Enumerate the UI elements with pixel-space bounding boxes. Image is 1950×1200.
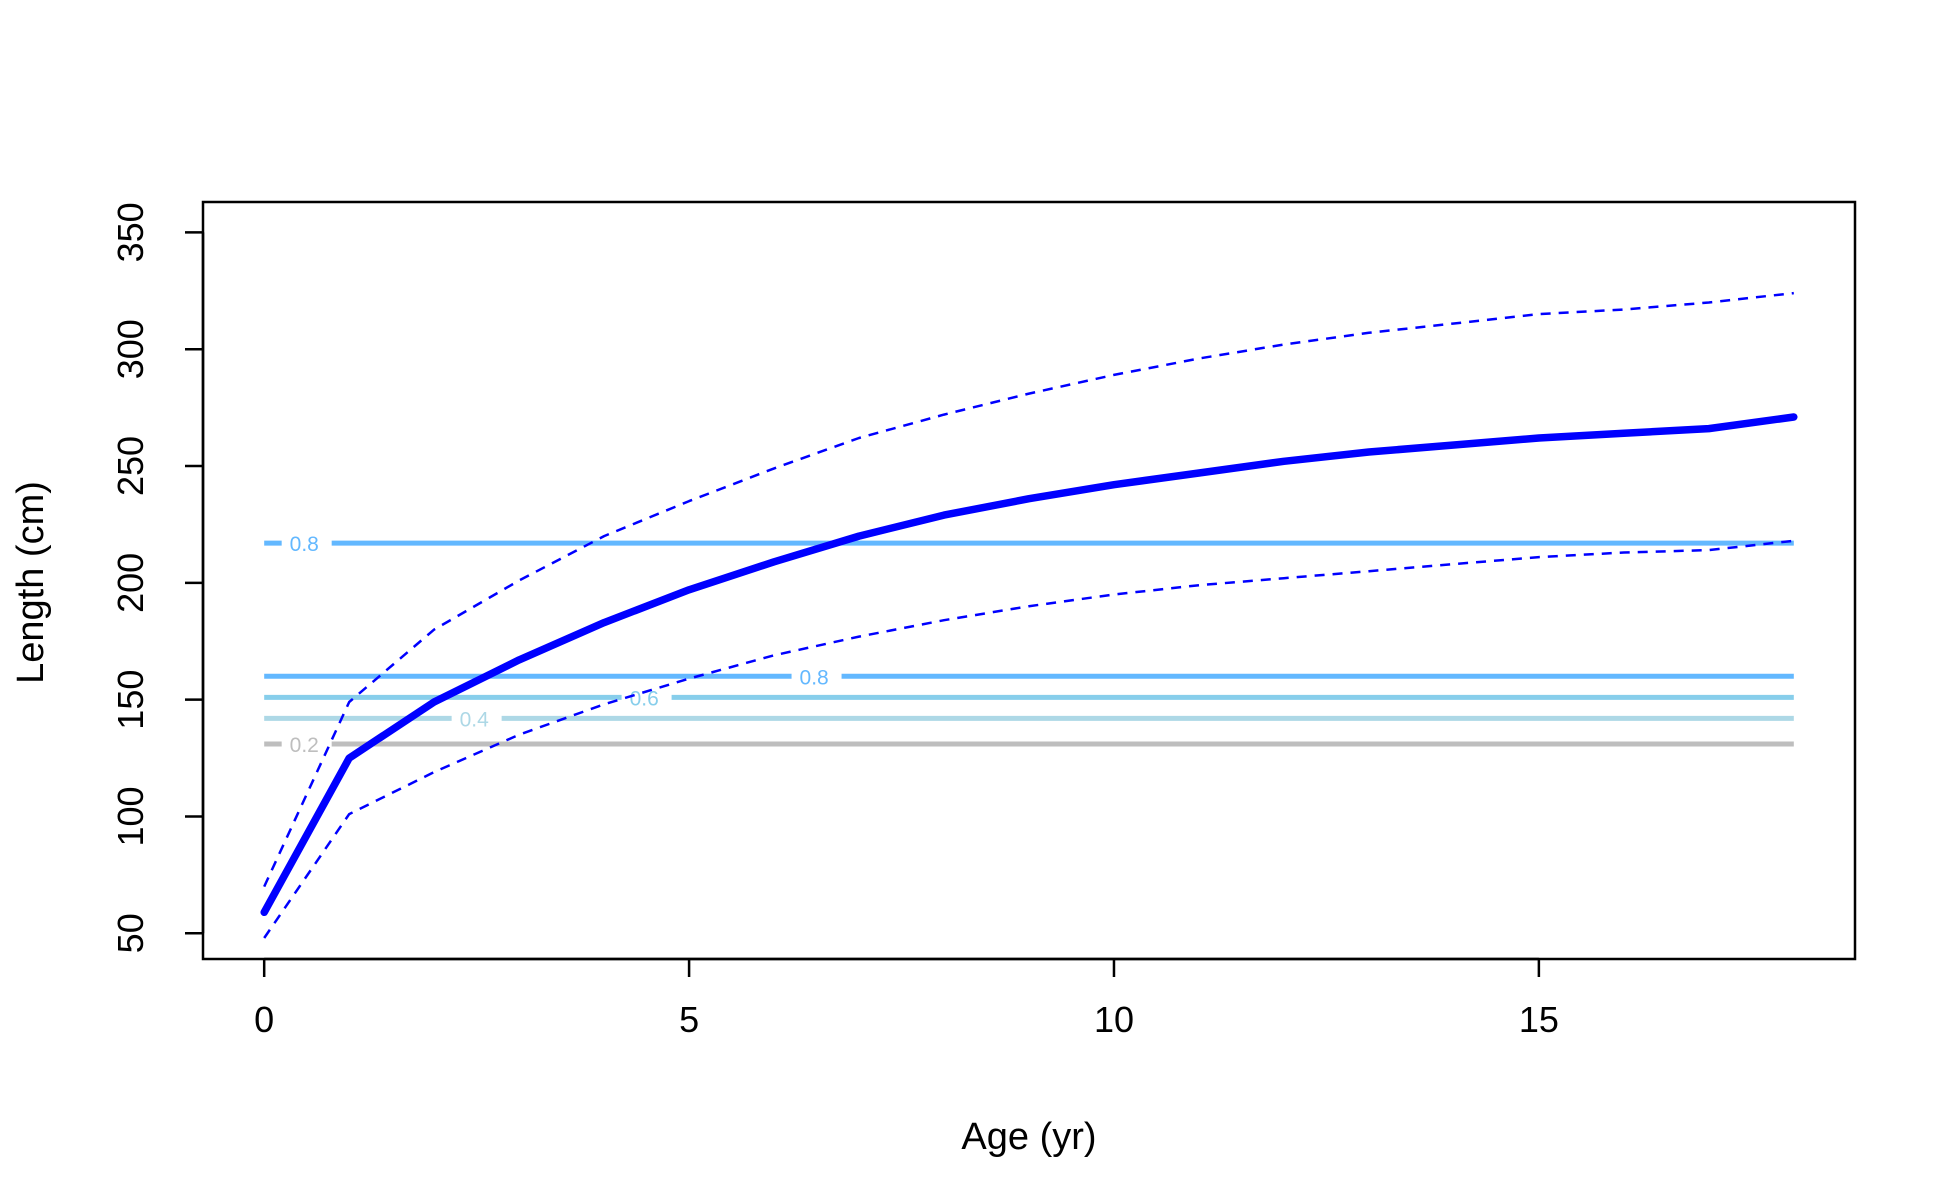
reference-line-label: 0.6: [630, 687, 659, 710]
reference-line-label: 0.4: [460, 708, 490, 731]
x-tick-label: 10: [1094, 999, 1134, 1040]
y-tick-label: 50: [110, 913, 151, 953]
x-tick-label: 5: [679, 999, 699, 1040]
y-axis: 50 100 150 200 250 300 350: [110, 202, 205, 953]
x-axis: 0 5 10 15: [254, 957, 1559, 1040]
reference-line-label: 0.8: [800, 666, 829, 689]
upper-bound-line: [263, 291, 1794, 888]
x-tick-label: 0: [254, 999, 274, 1040]
lower-bound-line: [263, 539, 1794, 939]
y-tick-label: 200: [110, 553, 151, 613]
reference-line-label: 0.2: [290, 734, 319, 757]
y-tick-label: 150: [110, 670, 151, 730]
plot-frame: [201, 200, 1857, 961]
y-tick-label: 300: [110, 319, 151, 379]
mean-length-line: [260, 413, 1798, 917]
reference-lines: 0.2 0.4 0.6 0.8 0.8: [264, 533, 1794, 757]
reference-line-label: 0.8: [290, 533, 319, 556]
y-axis-title: Length (cm): [10, 481, 52, 684]
series-lines: [260, 291, 1798, 939]
x-axis-title: Age (yr): [961, 1116, 1096, 1158]
y-tick-label: 100: [110, 786, 151, 846]
y-tick-label: 350: [110, 202, 151, 262]
x-tick-label: 15: [1519, 999, 1559, 1040]
y-tick-label: 250: [110, 436, 151, 496]
